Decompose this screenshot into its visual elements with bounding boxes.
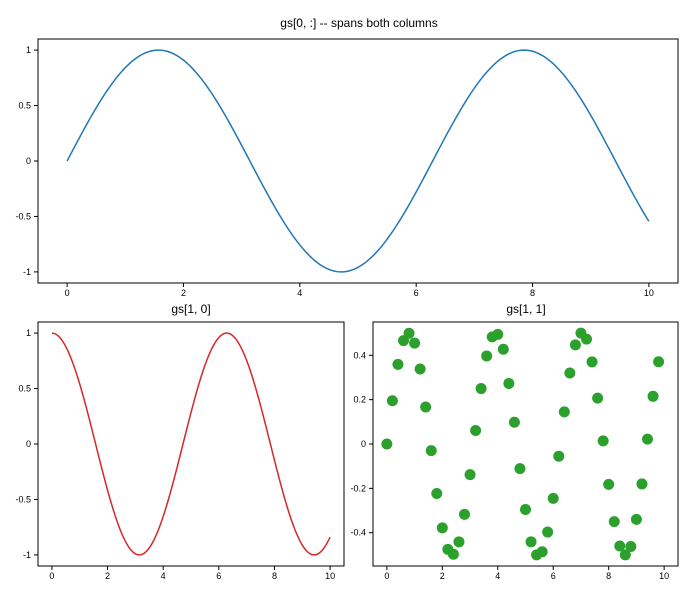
bottom_right-scatter-point	[525, 536, 537, 548]
bottom_right-scatter-point	[420, 401, 432, 413]
bottom_right-scatter-point	[381, 438, 393, 450]
bottom_right-x-tick-label: 4	[495, 571, 500, 581]
bottom_right-scatter-point	[386, 395, 398, 407]
bottom_right-scatter-point	[592, 392, 604, 404]
bottom_right-scatter-point	[608, 516, 620, 528]
bottom_right-scatter-point	[581, 333, 592, 345]
bottom_right-scatter-point	[653, 356, 665, 368]
top-x-tick-label: 10	[644, 288, 654, 298]
bottom_right-scatter-point	[630, 513, 642, 525]
bottom_right-scatter-point	[409, 337, 421, 349]
subplot-top: gs[0, :] -- spans both columns 0 2 4 6 8 10-1…	[15, 16, 679, 298]
bottom_right-scatter-point	[597, 435, 609, 447]
bottom_right-scatter-point	[425, 445, 437, 457]
bottom_right-scatter-point	[636, 478, 648, 490]
bottom_left-x-tick-label: 2	[105, 571, 110, 581]
bottom_left-y-tick-label: 0	[26, 439, 31, 449]
bottom_right-scatter-point	[503, 377, 515, 389]
subplot-top-frame	[37, 38, 679, 284]
bottom_left-x-tick-label: 8	[272, 571, 277, 581]
bottom_right-scatter-point	[586, 356, 598, 368]
bottom_right-scatter-point	[558, 406, 570, 418]
bottom_left-x-tick-label: 0	[49, 571, 54, 581]
top-x-tick-label: 4	[297, 288, 302, 298]
bottom_right-scatter-point	[536, 546, 548, 558]
top-x-tick-label: 0	[65, 288, 70, 298]
subplot-bottom-left: gs[1, 0] 0 2 4 6 8 10 -1 -0.5 0 0.5 1	[15, 302, 345, 581]
bottom_left-series-line	[51, 332, 331, 556]
subplot-bottom-left-title: gs[1, 0]	[171, 302, 210, 316]
bottom_right-x-tick-label: 8	[606, 571, 611, 581]
subplot-bottom-right-frame	[372, 321, 679, 567]
top-y-tick-label: -1	[23, 267, 31, 277]
top-x-tick-label: 2	[181, 288, 186, 298]
bottom_right-scatter-point	[553, 450, 565, 462]
bottom_right-y-tick-label: -0.4	[350, 528, 366, 538]
subplot-bottom-left-frame	[37, 321, 345, 567]
bottom_right-scatter-point	[520, 503, 531, 515]
bottom_right-y-tick-label: -0.2	[350, 483, 366, 493]
bottom_left-x-tick-label: 10	[325, 571, 335, 581]
bottom_right-scatter-point	[514, 463, 526, 475]
bottom_right-scatter-point	[470, 424, 482, 436]
bottom_right-scatter-point	[475, 383, 487, 395]
subplot-bottom-right: gs[1, 1] 0 2 4 6 8 10 -0.4 -0.2 0 0.2 0.4	[350, 302, 679, 581]
bottom_right-x-tick-label: 2	[440, 571, 445, 581]
bottom_left-y-tick-label: -0.5	[15, 494, 31, 504]
bottom_right-scatter-point	[625, 540, 637, 552]
bottom_right-scatter-point	[447, 548, 459, 560]
bottom_left-x-tick-label: 4	[161, 571, 166, 581]
bottom_left-y-tick-label: 1	[26, 328, 31, 338]
bottom_right-scatter-point	[431, 487, 443, 499]
top-y-tick-label: -0.5	[15, 211, 31, 221]
bottom_left-y-tick-label: -1	[23, 550, 31, 560]
bottom_right-scatter-point	[392, 358, 404, 370]
top-y-tick-label: 0.5	[18, 101, 31, 111]
bottom_right-y-tick-label: 0	[361, 439, 366, 449]
top-x-tick-label: 6	[414, 288, 419, 298]
bottom_right-scatter-point	[508, 416, 520, 428]
top-x-tick-label: 8	[530, 288, 535, 298]
subplot-bottom-right-title: gs[1, 1]	[506, 302, 545, 316]
top-series-line	[66, 49, 650, 273]
bottom_right-scatter-point	[647, 390, 659, 402]
bottom_right-scatter-point	[642, 433, 653, 445]
bottom_right-scatter-point	[464, 469, 476, 481]
bottom_left-x-tick-label: 6	[216, 571, 221, 581]
bottom_right-x-tick-label: 0	[384, 571, 389, 581]
subplot-top-title: gs[0, :] -- spans both columns	[280, 16, 437, 30]
bottom_left-y-tick-label: 0.5	[18, 384, 31, 394]
bottom_right-scatter-point	[542, 526, 554, 538]
top-y-tick-label: 1	[26, 45, 31, 55]
bottom_right-scatter-point	[453, 536, 465, 548]
bottom_right-scatter-point	[459, 508, 470, 520]
bottom_right-scatter-point	[492, 328, 504, 340]
top-y-tick-label: 0	[26, 156, 31, 166]
bottom_right-scatter-point	[547, 492, 559, 504]
bottom_right-scatter-point	[569, 339, 581, 351]
bottom_right-x-tick-label: 6	[551, 571, 556, 581]
bottom_right-x-tick-label: 10	[659, 571, 669, 581]
bottom_right-scatter-point	[403, 327, 415, 339]
bottom_right-scatter-point	[614, 540, 626, 552]
bottom_right-scatter-point	[436, 522, 448, 534]
bottom_right-y-tick-label: 0.4	[353, 350, 366, 360]
bottom_right-y-tick-label: 0.2	[353, 395, 366, 405]
bottom_right-scatter-point	[481, 350, 493, 362]
bottom_right-scatter-point	[619, 549, 631, 561]
bottom_right-scatter-point	[564, 367, 576, 379]
bottom_right-scatter-point	[603, 478, 615, 490]
bottom_right-scatter-point	[414, 363, 426, 375]
bottom_right-scatter-point	[497, 343, 509, 355]
